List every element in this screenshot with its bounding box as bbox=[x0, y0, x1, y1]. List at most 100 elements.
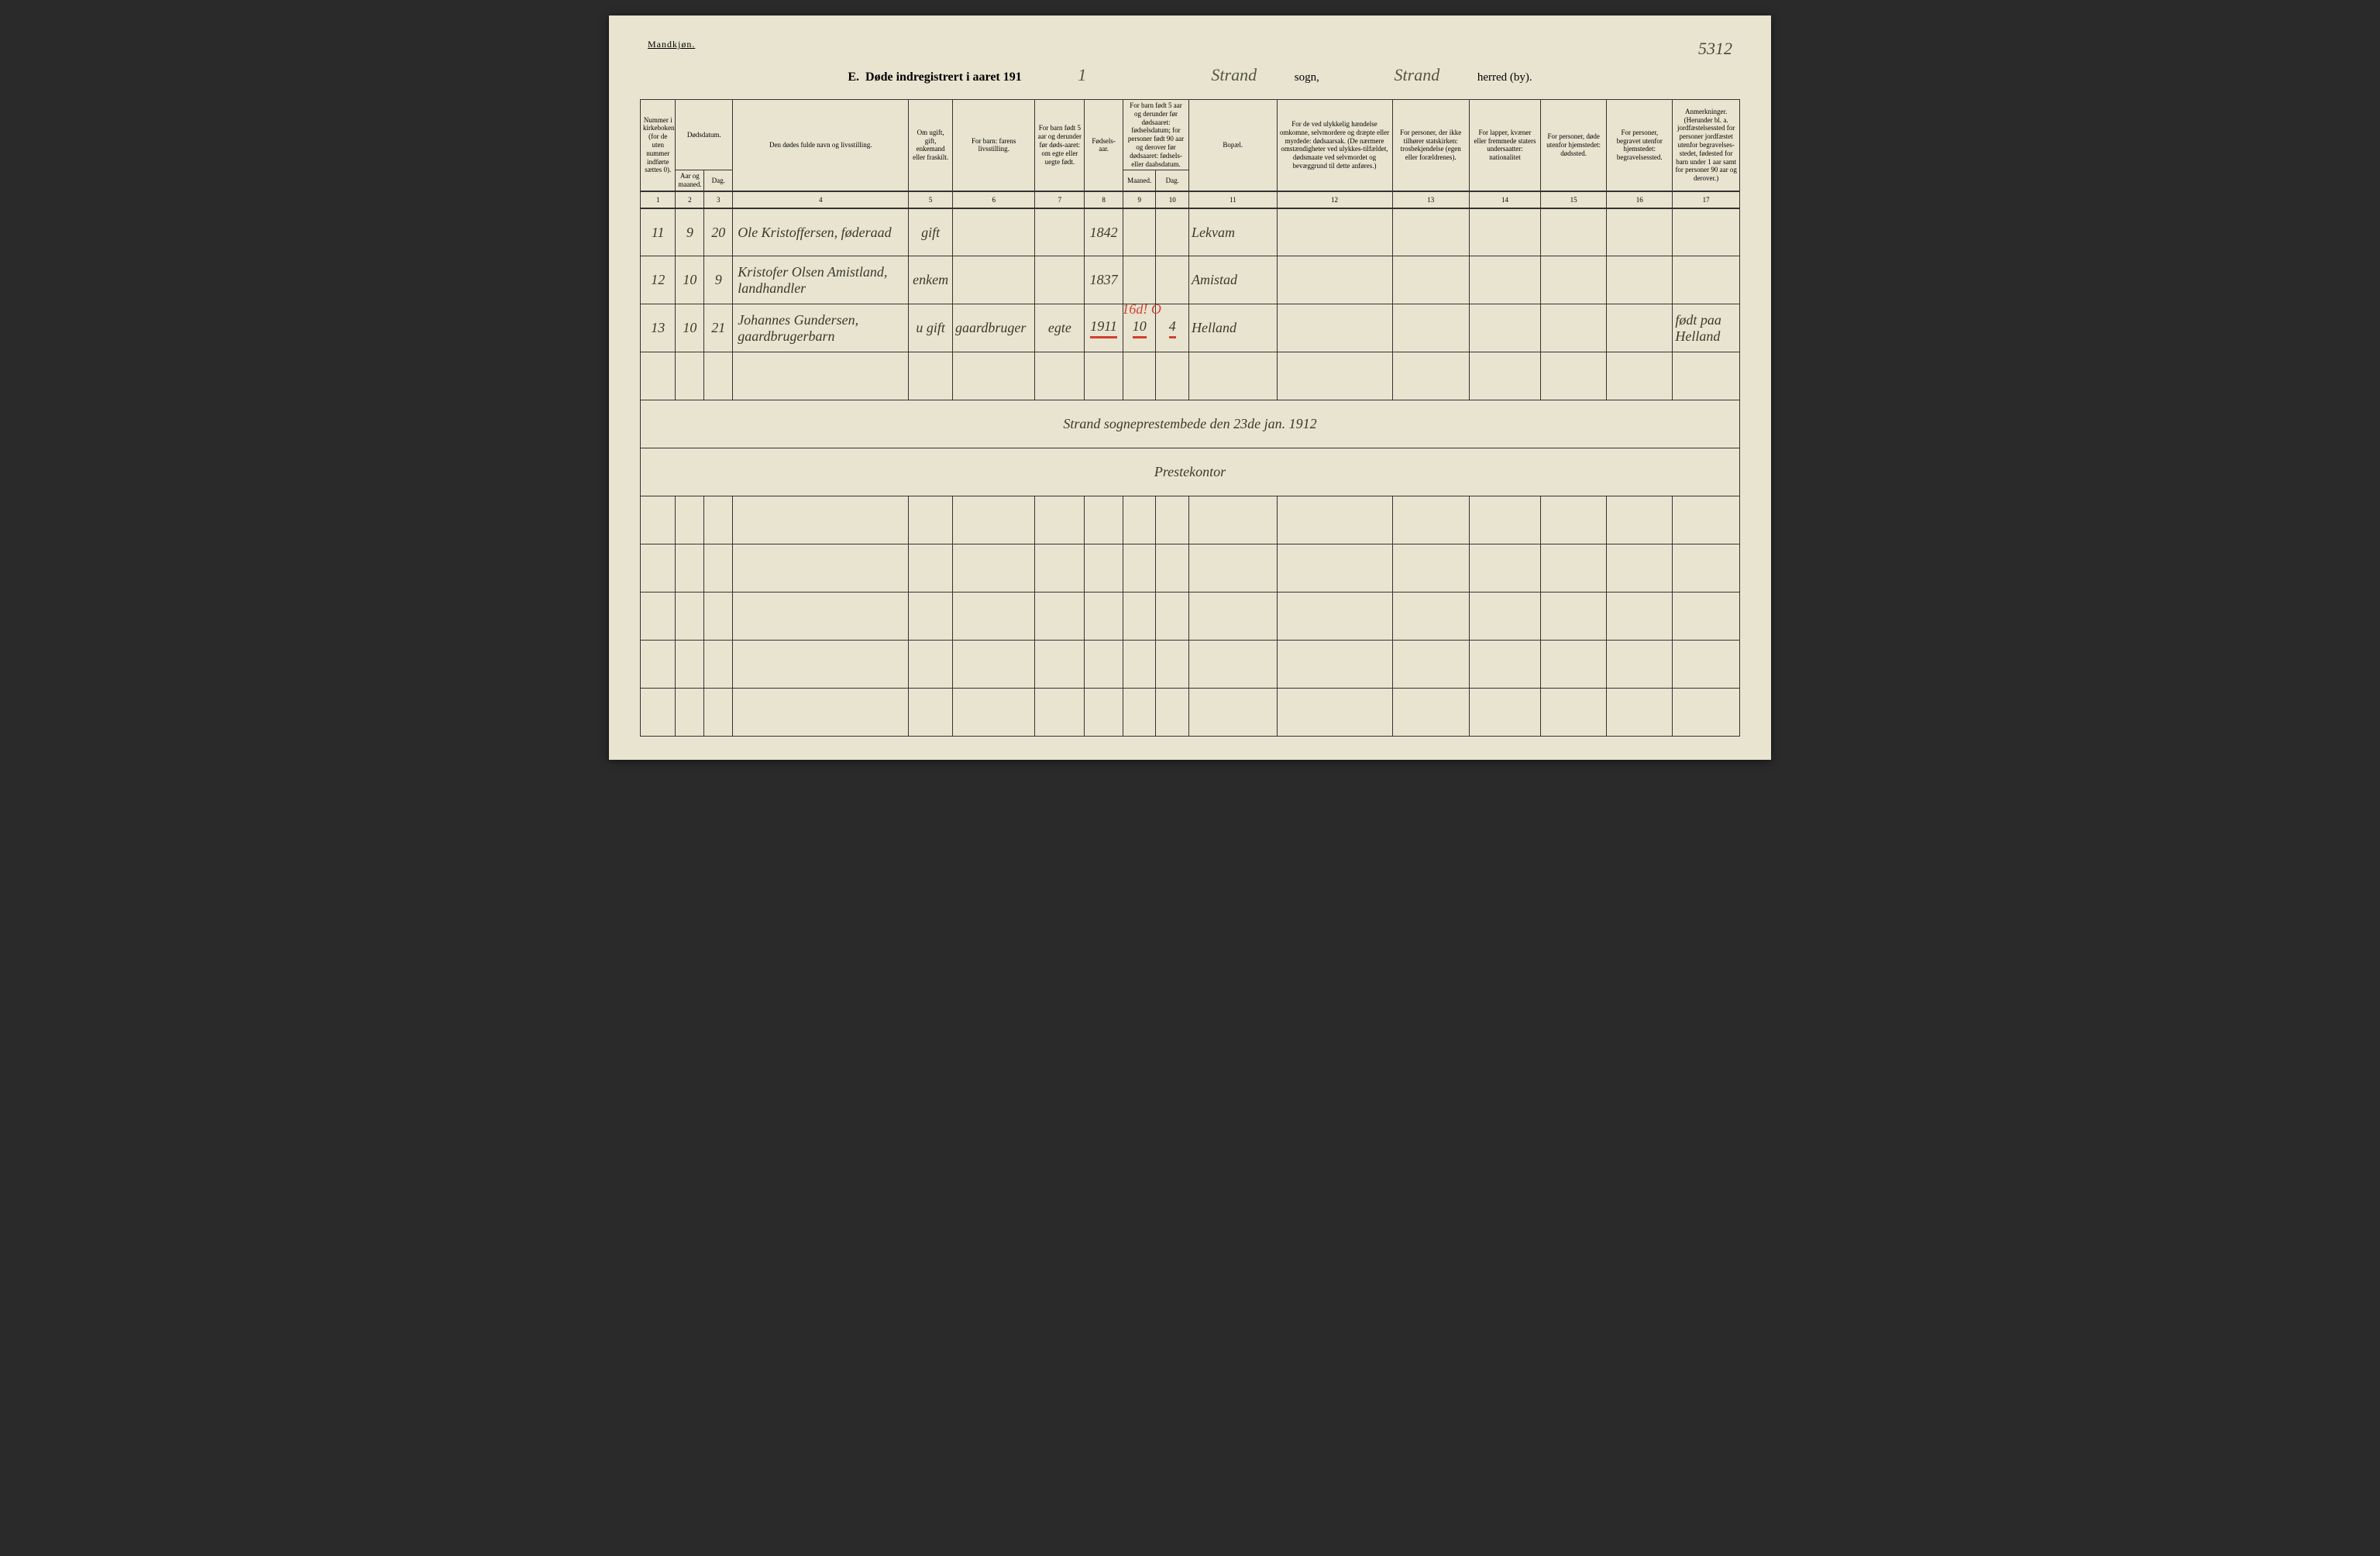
column-number: 5 bbox=[909, 191, 953, 208]
table-cell bbox=[1541, 544, 1607, 593]
table-cell: Kristofer Olsen Amistland, landhandler bbox=[733, 256, 909, 304]
table-cell bbox=[1673, 689, 1740, 737]
table-cell bbox=[909, 352, 953, 400]
certification-row: Strand sogneprestembede den 23de jan. 19… bbox=[641, 400, 1740, 448]
table-cell bbox=[1035, 208, 1085, 256]
table-cell bbox=[1277, 689, 1392, 737]
table-cell bbox=[1123, 641, 1156, 689]
table-row bbox=[641, 641, 1740, 689]
table-cell bbox=[704, 544, 733, 593]
table-cell bbox=[1277, 544, 1392, 593]
table-cell: 13 bbox=[641, 304, 676, 352]
table-cell bbox=[733, 641, 909, 689]
table-cell: 1837 bbox=[1085, 256, 1123, 304]
table-cell: 191116d! O bbox=[1085, 304, 1123, 352]
table-cell: 21 bbox=[704, 304, 733, 352]
table-cell bbox=[1607, 689, 1673, 737]
table-cell bbox=[733, 544, 909, 593]
table-cell bbox=[1035, 689, 1085, 737]
table-cell bbox=[1392, 593, 1469, 641]
table-cell bbox=[1673, 641, 1740, 689]
table-cell bbox=[1392, 641, 1469, 689]
table-cell bbox=[952, 641, 1034, 689]
table-cell bbox=[1156, 496, 1189, 544]
col-header: For lapper, kvæner eller fremmede stater… bbox=[1469, 100, 1540, 191]
column-number: 16 bbox=[1607, 191, 1673, 208]
col-subheader: Maaned. bbox=[1123, 170, 1156, 191]
table-row bbox=[641, 544, 1740, 593]
table-cell bbox=[1156, 352, 1189, 400]
table-cell bbox=[1123, 256, 1156, 304]
table-cell bbox=[1673, 352, 1740, 400]
table-cell bbox=[1469, 496, 1540, 544]
column-number: 6 bbox=[952, 191, 1034, 208]
table-cell bbox=[1035, 641, 1085, 689]
column-number: 12 bbox=[1277, 191, 1392, 208]
col-header: Om ugift, gift, enkemand eller fraskilt. bbox=[909, 100, 953, 191]
col-subheader: Dag. bbox=[704, 170, 733, 191]
table-cell bbox=[1189, 352, 1278, 400]
table-cell: 1842 bbox=[1085, 208, 1123, 256]
certification-row: Prestekontor bbox=[641, 448, 1740, 496]
top-labels: Mandkjøn. 5312 bbox=[640, 39, 1740, 62]
table-cell bbox=[1469, 256, 1540, 304]
table-cell bbox=[704, 352, 733, 400]
table-cell bbox=[733, 689, 909, 737]
table-cell bbox=[676, 689, 704, 737]
table-cell bbox=[1035, 544, 1085, 593]
table-cell bbox=[1085, 593, 1123, 641]
table-cell bbox=[1673, 593, 1740, 641]
table-cell bbox=[1277, 304, 1392, 352]
table-cell bbox=[1277, 641, 1392, 689]
table-cell bbox=[1607, 496, 1673, 544]
title-row: E. Døde indregistrert i aaret 191 1 Stra… bbox=[640, 65, 1740, 85]
table-cell: egte bbox=[1035, 304, 1085, 352]
table-cell bbox=[1085, 689, 1123, 737]
table-cell bbox=[1123, 544, 1156, 593]
table-cell bbox=[1541, 256, 1607, 304]
gender-label: Mandkjøn. bbox=[648, 39, 695, 59]
column-number: 1 bbox=[641, 191, 676, 208]
table-cell bbox=[641, 641, 676, 689]
table-cell bbox=[1673, 256, 1740, 304]
table-cell bbox=[1607, 641, 1673, 689]
column-number: 10 bbox=[1156, 191, 1189, 208]
table-cell bbox=[1607, 593, 1673, 641]
page-number: 5312 bbox=[1698, 39, 1732, 59]
col-header: Anmerkninger. (Herunder bl. a. jordfæste… bbox=[1673, 100, 1740, 191]
table-cell: 10 bbox=[676, 304, 704, 352]
table-cell: Helland bbox=[1189, 304, 1278, 352]
table-cell bbox=[1541, 304, 1607, 352]
table-cell: Johannes Gundersen, gaardbrugerbarn bbox=[733, 304, 909, 352]
table-cell bbox=[1277, 352, 1392, 400]
table-cell bbox=[1277, 256, 1392, 304]
table-cell: 9 bbox=[704, 256, 733, 304]
table-cell bbox=[1156, 208, 1189, 256]
column-number: 13 bbox=[1392, 191, 1469, 208]
herred-label: herred (by). bbox=[1477, 71, 1532, 84]
table-cell bbox=[1277, 208, 1392, 256]
table-cell: 12 bbox=[641, 256, 676, 304]
table-row bbox=[641, 496, 1740, 544]
register-table: Nummer i kirkeboken (for de uten nummer … bbox=[640, 99, 1740, 737]
table-cell bbox=[1156, 689, 1189, 737]
table-cell bbox=[1392, 208, 1469, 256]
table-cell bbox=[1123, 496, 1156, 544]
certification-text: Strand sogneprestembede den 23de jan. 19… bbox=[641, 400, 1740, 448]
title-year-digit: 1 bbox=[1036, 65, 1129, 85]
table-row: 131021Johannes Gundersen, gaardbrugerbar… bbox=[641, 304, 1740, 352]
col-header: Den dødes fulde navn og livsstilling. bbox=[733, 100, 909, 191]
title-main: Døde indregistrert i aaret 191 bbox=[865, 70, 1022, 84]
table-cell bbox=[733, 352, 909, 400]
col-header: For barn født 5 aar og derunder før døds… bbox=[1123, 100, 1188, 170]
table-body: 11920Ole Kristoffersen, føderaadgift1842… bbox=[641, 208, 1740, 737]
table-cell bbox=[1541, 641, 1607, 689]
table-cell bbox=[1123, 593, 1156, 641]
table-cell bbox=[909, 544, 953, 593]
column-number: 2 bbox=[676, 191, 704, 208]
table-cell bbox=[1541, 352, 1607, 400]
table-cell bbox=[676, 496, 704, 544]
table-cell bbox=[1035, 593, 1085, 641]
table-cell bbox=[1156, 256, 1189, 304]
table-cell: 10 bbox=[676, 256, 704, 304]
